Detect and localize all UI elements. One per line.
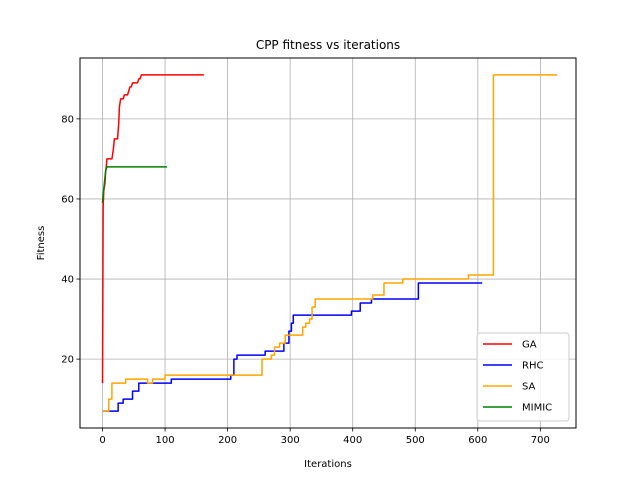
legend-label-rhc: RHC [522, 361, 543, 372]
series-line-sa [102, 74, 558, 412]
series-lines [101, 74, 558, 412]
legend-label-sa: SA [522, 382, 536, 393]
series-line-rhc [102, 282, 483, 412]
y-tick-label: 60 [61, 194, 74, 205]
legend-label-mimic: MIMIC [522, 403, 552, 414]
x-tick-label: 300 [281, 435, 300, 446]
y-tick-label: 20 [61, 355, 74, 366]
y-tick-label: 80 [61, 114, 74, 125]
y-tick-label: 40 [61, 275, 74, 286]
legend-box [476, 332, 570, 422]
x-tick-label: 600 [468, 435, 487, 446]
x-tick-label: 200 [218, 435, 237, 446]
chart-title: CPP fitness vs iterations [256, 38, 400, 52]
x-axis-ticks: 0 100 200 300 400 500 600 700 [99, 428, 550, 446]
x-axis-label: Iterations [304, 459, 352, 470]
x-tick-label: 0 [99, 435, 105, 446]
y-axis-ticks: 20 40 60 80 [61, 114, 80, 366]
series-line-mimic [101, 166, 167, 204]
legend-label-ga: GA [522, 340, 537, 351]
x-tick-label: 500 [406, 435, 425, 446]
x-tick-label: 700 [531, 435, 550, 446]
legend: GA RHC SA MIMIC [476, 332, 570, 422]
x-tick-label: 400 [343, 435, 362, 446]
x-tick-label: 100 [156, 435, 175, 446]
y-axis-label: Fitness [36, 226, 47, 261]
plot-frame [79, 57, 577, 429]
